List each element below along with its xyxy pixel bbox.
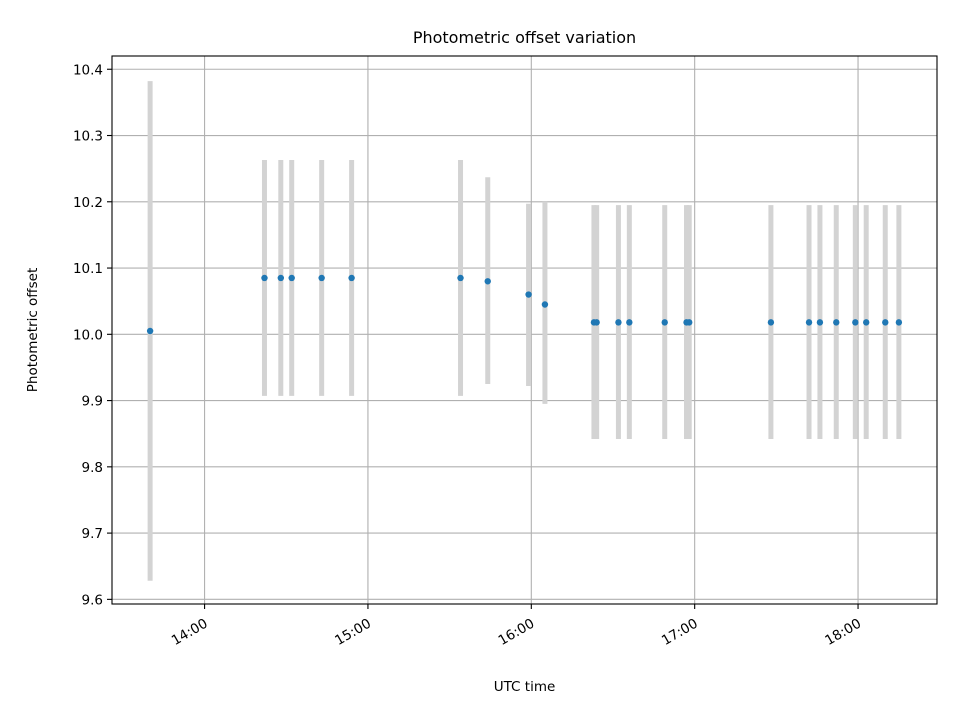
data-point xyxy=(882,319,889,326)
y-tick-label: 9.8 xyxy=(82,460,103,476)
data-point xyxy=(661,319,668,326)
data-point xyxy=(863,319,870,326)
data-point xyxy=(805,319,813,326)
data-point xyxy=(615,319,622,326)
data-point xyxy=(895,319,903,326)
y-tick-label: 10.0 xyxy=(73,327,103,343)
data-point xyxy=(626,319,633,326)
data-point xyxy=(816,319,824,326)
data-point xyxy=(767,319,775,326)
x-tick-label: 15:00 xyxy=(332,616,374,649)
data-point xyxy=(484,278,491,285)
data-point xyxy=(261,274,268,282)
point-layer xyxy=(146,274,903,335)
y-tick-label: 9.7 xyxy=(82,526,103,542)
data-point xyxy=(541,301,549,308)
tick-layer: 9.6 9.7 9.8 9.9 10.0 10.1 10.2 10.3 10.4 14:00 15:… xyxy=(73,62,864,649)
x-tick-label: 17:00 xyxy=(659,616,701,649)
data-point xyxy=(348,274,355,282)
data-point xyxy=(852,319,859,326)
y-tick-label: 10.1 xyxy=(73,261,103,277)
data-point xyxy=(525,291,532,298)
errorbar-layer xyxy=(147,81,902,581)
chart-title: Photometric offset variation xyxy=(413,28,636,47)
y-tick-label: 10.3 xyxy=(73,129,103,145)
data-point xyxy=(146,327,154,335)
y-tick-label: 9.9 xyxy=(82,394,103,410)
y-axis-label: Photometric offset xyxy=(25,268,41,392)
y-tick-label: 9.6 xyxy=(82,592,103,608)
data-point xyxy=(277,274,285,282)
data-point xyxy=(833,319,840,326)
y-tick-label: 10.4 xyxy=(73,62,103,78)
grid-layer xyxy=(112,56,937,604)
data-point xyxy=(593,319,600,326)
x-tick-label: 16:00 xyxy=(496,616,538,649)
x-tick-label: 14:00 xyxy=(169,616,211,649)
x-axis-label: UTC time xyxy=(494,679,556,695)
data-point xyxy=(686,319,693,326)
data-point xyxy=(457,274,464,282)
data-point xyxy=(318,274,325,282)
y-tick-label: 10.2 xyxy=(73,195,103,211)
x-tick-label: 18:00 xyxy=(822,616,864,649)
data-point xyxy=(288,274,295,282)
plot-frame xyxy=(111,55,938,605)
